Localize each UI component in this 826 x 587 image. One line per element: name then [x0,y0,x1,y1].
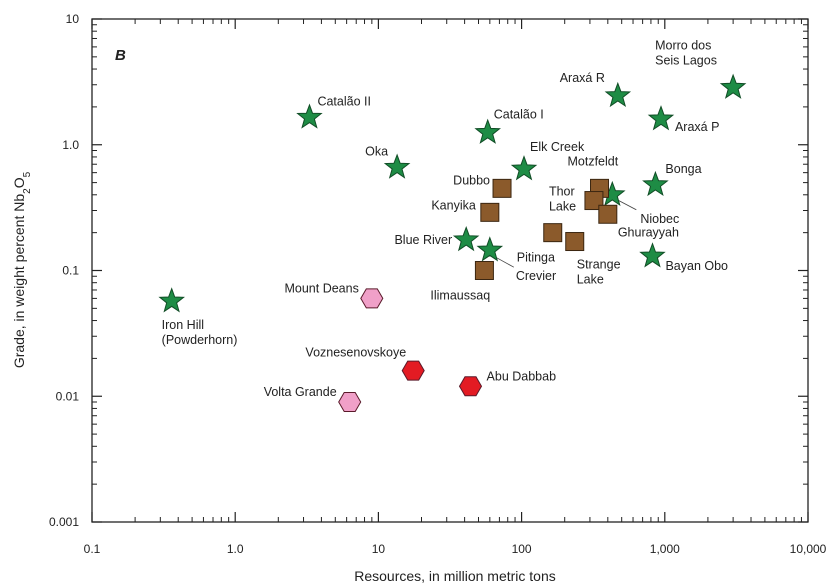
label-elk-creek: Elk Creek [530,140,585,154]
label-line: Voznesenovskoye [305,346,406,360]
label-catalao-i: Catalão I [494,108,544,122]
y-tick-label: 10 [66,12,80,26]
point-catalao-i-star [474,118,501,144]
label-line: Lake [549,200,576,214]
label-bonga: Bonga [665,162,701,176]
label-voznesenovskoye: Voznesenovskoye [305,346,406,360]
point-voznesenovskoye-hexagon [401,360,425,381]
leader-crevier [493,255,515,268]
y-axis-title-o: O [11,177,27,188]
label-line: Niobec [640,212,679,226]
point-bayan-obo-star [639,242,666,268]
point-strange-lake-square [565,232,585,252]
label-ghurayyah: Ghurayyah [618,225,679,239]
point-oka-star [383,153,411,179]
label-line: Lake [577,273,604,287]
y-axis-title-sub-5: 5 [22,171,33,177]
point-iron-hill-powderhorn-star [158,287,185,313]
label-line: Seis Lagos [655,54,717,68]
label-mount-deans: Mount Deans [284,281,358,295]
point-araxa-p-star [647,105,675,131]
label-line: Motzfeldt [568,154,619,168]
point-pitinga-square [543,223,563,243]
y-axis-title: Grade, in weight percent Nb2O5 [11,171,33,368]
label-araxa-p: Araxá P [675,120,719,134]
label-pitinga: Pitinga [517,251,555,265]
label-oka: Oka [365,144,388,158]
point-abu-dabbab-hexagon [458,376,483,397]
y-axis-title-main: Grade, in weight percent Nb [11,194,27,369]
y-tick-label: 0.001 [49,515,79,529]
axes: 0.1 1.0 10 100 1,000 10,000 0.001 0.01 0.1 1.0 10 [49,12,826,556]
label-motzfeldt: Motzfeldt [568,154,619,168]
label-line: Elk Creek [530,140,585,154]
label-line: (Powderhorn) [162,333,238,347]
y-tick-label: 0.01 [56,389,80,403]
y-tick-label: 1.0 [62,138,79,152]
x-tick-label: 10,000 [790,542,826,556]
label-line: Abu Dabbab [487,369,557,383]
label-niobec: Niobec [640,212,679,226]
point-volta-grande-hexagon [338,392,362,412]
point-morro-dos-seis-lagos-star [719,73,747,99]
label-abu-dabbab: Abu Dabbab [487,369,557,383]
x-tick-label: 0.1 [84,542,101,556]
label-strange-lake: Strange Lake [577,258,621,287]
label-volta-grande: Volta Grande [264,385,337,399]
point-crevier-star [476,236,504,262]
label-line: Blue River [394,233,452,247]
point-bonga-star [642,170,669,197]
label-line: Volta Grande [264,385,337,399]
label-thor-lake: Thor Lake [549,185,576,214]
point-dubbo-square [492,178,512,198]
label-morro-dos-seis-lagos: Morro dos Seis Lagos [655,39,717,68]
label-line: Araxá P [675,120,719,134]
point-araxa-r-star [604,81,632,108]
point-ghurayyah-square [598,204,618,224]
label-bayan-obo: Bayan Obo [665,259,728,273]
point-ilimaussaq-square [474,261,494,280]
label-line: Catalão II [317,94,371,108]
label-line: Mount Deans [284,281,358,295]
label-line: Pitinga [517,251,555,265]
label-line: Bonga [665,162,701,176]
data-point-labels: Iron Hill (Powderhorn) Catalão II Oka Catalã… [162,39,728,399]
point-mount-deans-hexagon [360,288,384,309]
point-catalao-ii-star [296,103,323,129]
label-line: Dubbo [453,173,490,187]
label-line: Catalão I [494,108,544,122]
label-iron-hill-powderhorn: Iron Hill (Powderhorn) [162,318,238,347]
label-dubbo: Dubbo [453,173,490,187]
label-line: Ghurayyah [618,225,679,239]
label-araxa-r: Araxá R [560,71,605,85]
label-line: Strange [577,258,621,272]
label-line: Kanyika [431,198,476,212]
x-axis-title: Resources, in million metric tons [354,568,556,584]
label-crevier: Crevier [516,269,556,283]
label-ilimaussaq: Ilimaussaq [430,289,490,303]
x-tick-label: 1,000 [650,542,680,556]
label-line: Oka [365,144,388,158]
label-line: Morro dos [655,39,711,53]
label-line: Araxá R [560,71,605,85]
label-blue-river: Blue River [394,233,452,247]
panel-letter: B [115,47,126,64]
label-line: Thor [549,185,575,199]
label-line: Iron Hill [162,318,204,332]
x-tick-label: 100 [512,542,532,556]
x-tick-label: 10 [372,542,386,556]
point-elk-creek-star [510,155,538,181]
y-axis-title-sub-2: 2 [22,188,33,194]
y-tick-label: 0.1 [62,264,79,278]
label-line: Crevier [516,269,556,283]
point-blue-river-star [452,225,480,252]
label-kanyika: Kanyika [431,198,476,212]
label-catalao-ii: Catalão II [317,94,371,108]
label-line: Bayan Obo [665,259,728,273]
x-tick-label: 1.0 [227,542,244,556]
point-kanyika-square [480,202,500,222]
data-points [158,73,747,412]
label-line: Ilimaussaq [430,289,490,303]
